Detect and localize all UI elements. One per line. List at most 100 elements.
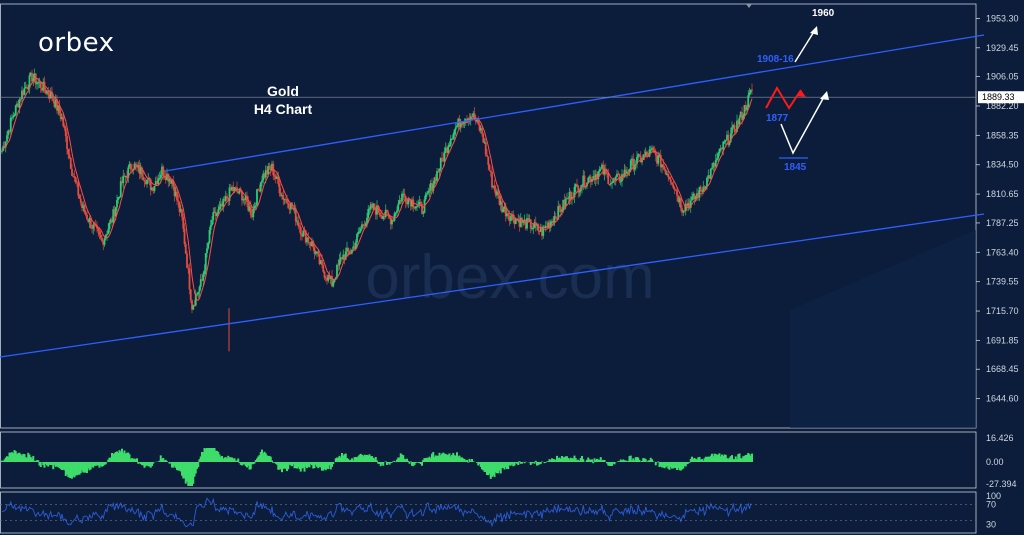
candle-body xyxy=(587,177,590,183)
macd-bar xyxy=(53,462,56,465)
candle-body xyxy=(719,148,722,150)
macd-bar xyxy=(337,457,340,462)
macd-bar xyxy=(501,462,503,469)
macd-bar xyxy=(42,462,45,466)
arrowhead-1960 xyxy=(810,26,818,35)
macd-bar xyxy=(736,459,738,462)
candle-body xyxy=(283,199,286,201)
macd-bar xyxy=(563,457,566,462)
candle-body xyxy=(19,99,22,101)
candle-body xyxy=(703,186,706,190)
macd-bar xyxy=(174,462,177,468)
macd-bar xyxy=(486,462,488,475)
macd-bar xyxy=(324,462,327,471)
candle-body xyxy=(589,176,592,182)
candle-body xyxy=(12,116,15,118)
y-tick-label: 1668.45 xyxy=(986,364,1019,374)
candle-body xyxy=(682,210,685,213)
candle-body xyxy=(107,229,110,235)
macd-bar xyxy=(31,458,33,462)
candle-body xyxy=(721,148,723,150)
candle-body xyxy=(251,215,253,218)
candle-body xyxy=(289,202,292,210)
macd-bar xyxy=(118,450,121,462)
macd-bar xyxy=(263,451,266,462)
macd-bar xyxy=(376,460,378,462)
macd-bar xyxy=(318,462,321,467)
candle-body xyxy=(41,87,43,91)
candle-body xyxy=(139,167,142,174)
macd-bar xyxy=(243,462,246,465)
candle-body xyxy=(607,173,610,184)
candle-body xyxy=(241,191,243,201)
macd-bar xyxy=(391,462,393,463)
macd-bar xyxy=(108,457,111,462)
candle-body xyxy=(428,190,431,192)
macd-bar xyxy=(72,462,75,477)
macd-bar xyxy=(57,462,60,468)
macd-bar xyxy=(312,462,315,469)
candle-body xyxy=(738,117,741,125)
annotation-label: 1845 xyxy=(784,162,807,173)
candle-body xyxy=(307,237,310,243)
macd-bar xyxy=(74,462,77,476)
candle-body xyxy=(369,204,372,209)
macd-bar xyxy=(681,462,683,470)
macd-bar xyxy=(444,453,447,462)
macd-bar xyxy=(244,462,247,467)
candle-body xyxy=(309,243,312,246)
candle-body xyxy=(128,163,131,168)
candle-body xyxy=(592,175,595,180)
candle-body xyxy=(133,163,136,170)
macd-bar xyxy=(727,458,730,462)
candle-body xyxy=(13,114,16,117)
macd-bar xyxy=(534,460,537,462)
macd-bar xyxy=(12,453,15,462)
candle-body xyxy=(561,210,563,212)
candle-body xyxy=(182,216,185,229)
candle-body xyxy=(448,144,451,147)
macd-bar xyxy=(199,456,202,462)
macd-bar xyxy=(279,462,282,470)
macd-bar xyxy=(92,462,95,468)
macd-bar xyxy=(412,462,415,467)
macd-bar xyxy=(288,462,291,465)
candle-body xyxy=(89,218,92,228)
candle-body xyxy=(368,208,371,210)
macd-bar xyxy=(166,461,168,462)
macd-bar xyxy=(101,462,103,467)
macd-bar xyxy=(236,460,238,462)
macd-bar xyxy=(712,456,715,462)
candle-body xyxy=(339,257,342,260)
macd-bar xyxy=(169,462,172,464)
candle-body xyxy=(177,200,180,202)
macd-bar xyxy=(182,462,185,479)
candle-body xyxy=(462,122,465,124)
candle-body xyxy=(134,163,137,165)
candle-body xyxy=(31,72,33,82)
macd-bar xyxy=(271,460,273,462)
macd-bar xyxy=(751,453,753,462)
candle-body xyxy=(507,213,510,217)
macd-bar xyxy=(738,453,741,462)
macd-bar xyxy=(38,462,41,466)
candle-body xyxy=(581,185,583,188)
macd-bar xyxy=(289,462,292,466)
candle-body xyxy=(101,237,103,242)
candle-body xyxy=(623,169,626,178)
macd-bar xyxy=(637,457,640,462)
candle-body xyxy=(332,282,335,287)
macd-bar xyxy=(218,454,221,462)
candle-body xyxy=(618,173,621,182)
candle-body xyxy=(704,186,707,190)
candle-body xyxy=(23,87,26,95)
macd-bar xyxy=(201,451,203,462)
candle-body xyxy=(253,206,256,209)
candle-body xyxy=(668,177,671,180)
candle-body xyxy=(337,264,340,266)
macd-bar xyxy=(398,457,401,462)
candle-body xyxy=(604,168,607,173)
candle-body xyxy=(628,169,631,172)
top-marker xyxy=(746,4,752,8)
candle-body xyxy=(449,138,452,145)
